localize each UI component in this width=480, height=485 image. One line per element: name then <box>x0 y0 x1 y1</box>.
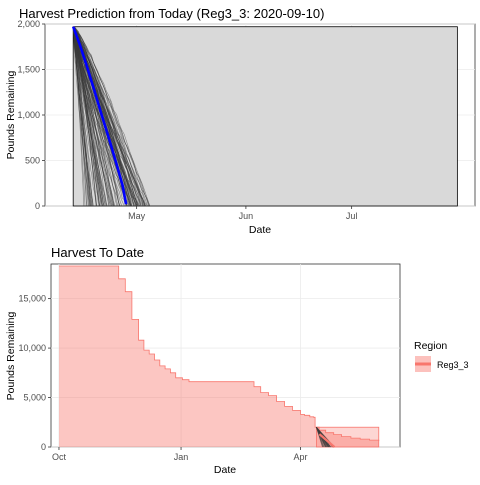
bottom-y-ticks: 0 5,000 10,000 15,000 <box>18 294 51 452</box>
simulation-line <box>72 26 93 207</box>
top-chart-title: Harvest Prediction from Today (Reg3_3: 2… <box>19 6 324 21</box>
y-tick-label: 0 <box>41 442 46 452</box>
y-tick-label: 1,500 <box>17 65 40 75</box>
y-tick-label: 5,000 <box>23 393 46 403</box>
simulation-line <box>72 26 114 207</box>
area-line-reg3-3 <box>59 265 380 442</box>
simulation-line <box>72 26 133 207</box>
x-tick-label: Apr <box>293 452 307 462</box>
simulation-line <box>73 26 131 207</box>
y-tick-label: 10,000 <box>18 343 46 353</box>
x-tick-label: Oct <box>52 452 67 462</box>
legend-title: Region <box>414 340 447 352</box>
top-y-ticks: 0 500 1,000 1,500 2,000 <box>17 19 45 211</box>
y-tick-label: 2,000 <box>17 19 40 29</box>
simulation-line <box>72 26 100 207</box>
top-x-ticks: May Jun Jul <box>128 206 357 221</box>
simulation-line <box>72 26 113 207</box>
top-median-line <box>71 26 128 205</box>
simulation-line <box>72 26 100 207</box>
y-tick-label: 1,000 <box>17 110 40 120</box>
x-tick-label: Jan <box>174 452 189 462</box>
bottom-plot-panel <box>50 263 401 448</box>
median-line <box>71 26 128 205</box>
bottom-y-axis-title: Pounds Remaining <box>5 311 17 400</box>
prediction-overlay-band <box>315 426 380 448</box>
area-fill-reg3-3 <box>59 266 379 447</box>
bottom-x-ticks: Oct Jan Apr <box>52 447 307 462</box>
simulation-line <box>72 26 103 207</box>
top-x-axis-title: Date <box>249 224 271 236</box>
bottom-x-axis-title: Date <box>214 464 236 476</box>
simulation-line <box>72 26 144 207</box>
prediction-median-line <box>318 433 336 448</box>
bottom-area-series <box>59 265 380 447</box>
x-tick-label: Jun <box>239 211 254 221</box>
bottom-chart-title: Harvest To Date <box>51 245 144 260</box>
simulation-line <box>72 26 148 207</box>
simulation-line <box>72 26 91 207</box>
x-tick-label: Jul <box>346 211 358 221</box>
legend: Region Reg3_3 <box>414 340 469 372</box>
legend-label-reg3-3: Reg3_3 <box>437 360 469 370</box>
y-tick-label: 0 <box>35 201 40 211</box>
x-tick-label: May <box>128 211 146 221</box>
top-y-axis-title: Pounds Remaining <box>5 70 17 159</box>
y-tick-label: 15,000 <box>18 294 46 304</box>
y-tick-label: 500 <box>25 156 40 166</box>
bottom-prediction-overlay <box>315 426 380 448</box>
